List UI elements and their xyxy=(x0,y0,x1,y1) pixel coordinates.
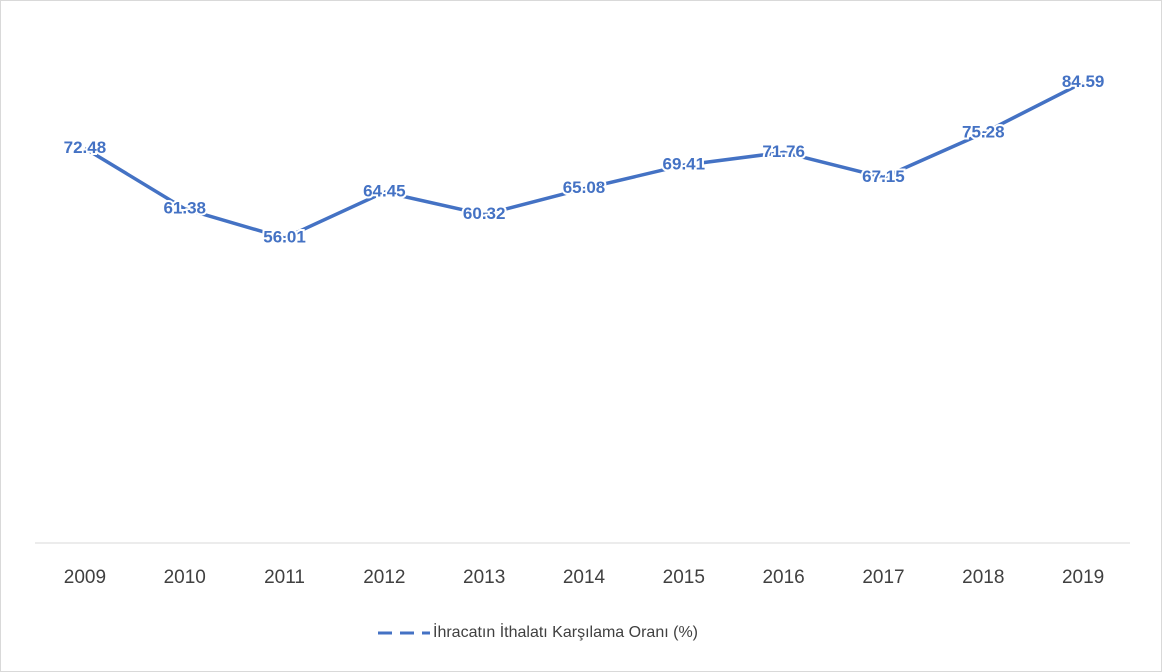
data-label: 84.59 xyxy=(1062,72,1105,91)
data-label: 64.45 xyxy=(363,182,406,201)
x-tick-label: 2018 xyxy=(962,567,1004,588)
x-tick-label: 2013 xyxy=(463,567,505,588)
x-tick-label: 2019 xyxy=(1062,567,1104,588)
x-tick-label: 2017 xyxy=(862,567,904,588)
x-tick-label: 2010 xyxy=(164,567,206,588)
data-label: 60.32 xyxy=(463,204,506,223)
data-label: 72.48 xyxy=(64,138,107,157)
data-label: 67.15 xyxy=(862,167,905,186)
x-tick-label: 2012 xyxy=(363,567,405,588)
data-label: 65.08 xyxy=(563,178,606,197)
line xyxy=(84,80,1084,240)
legend-label: İhracatın İthalatı Karşılama Oranı (%) xyxy=(433,622,698,641)
x-tick-label: 2014 xyxy=(563,567,606,588)
x-tick-label: 2011 xyxy=(264,567,305,588)
data-label: 71.76 xyxy=(762,142,805,161)
data-label: 61.38 xyxy=(163,198,206,217)
x-tick-label: 2015 xyxy=(663,567,705,588)
data-label: 75.28 xyxy=(962,123,1005,142)
x-tick-label: 2009 xyxy=(64,567,106,588)
x-tick-label: 2016 xyxy=(762,567,804,588)
data-label: 56.01 xyxy=(263,228,306,247)
data-label: 69.41 xyxy=(663,155,706,174)
